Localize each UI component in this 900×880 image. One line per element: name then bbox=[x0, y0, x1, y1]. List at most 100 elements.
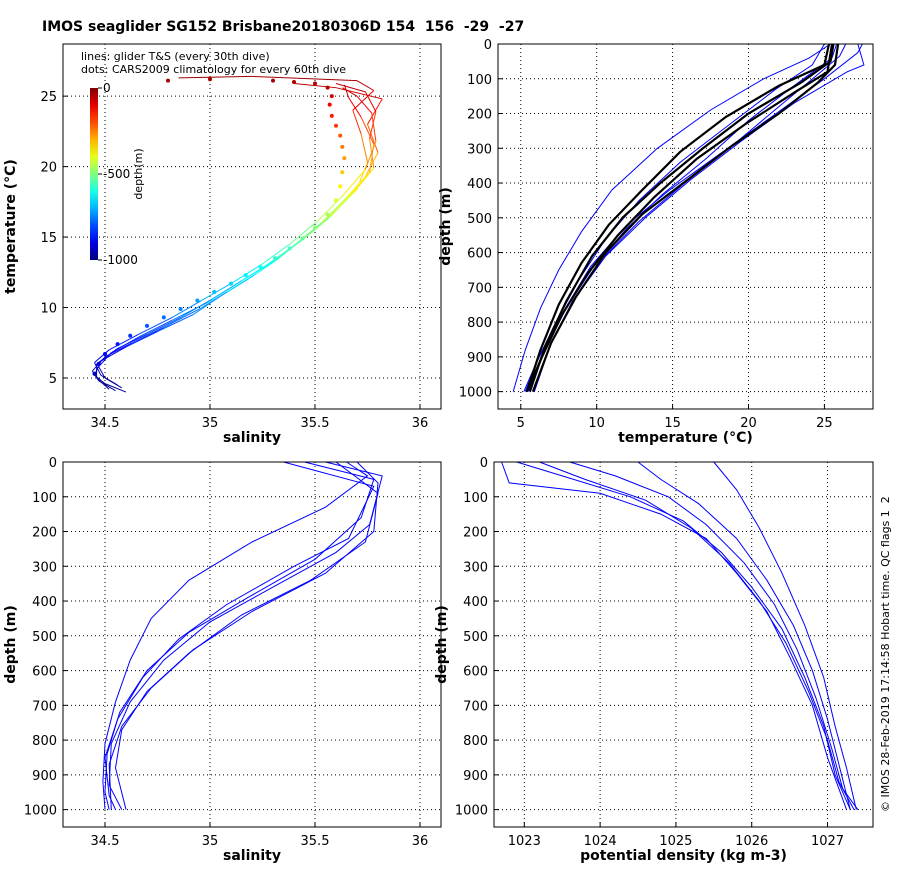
glider-ts-segment bbox=[132, 326, 165, 344]
glider-ts-segment bbox=[320, 197, 347, 224]
y-axis-label: depth (m) bbox=[438, 187, 454, 265]
colorbar-tick-label: -1000 bbox=[103, 253, 138, 267]
y-tick-label: 900 bbox=[32, 769, 57, 784]
axes-frame bbox=[493, 461, 874, 828]
y-tick-label: 200 bbox=[32, 526, 57, 541]
glider-profile bbox=[501, 461, 847, 810]
y-tick-label: 100 bbox=[32, 491, 57, 506]
glider-ts-segment bbox=[94, 362, 102, 376]
climatology-dot bbox=[271, 78, 275, 83]
y-tick-label: 300 bbox=[467, 142, 492, 157]
y-tick-label: 400 bbox=[467, 177, 492, 192]
x-tick-label: 15 bbox=[664, 416, 681, 431]
y-tick-label: 25 bbox=[40, 90, 57, 105]
glider-ts-segment bbox=[367, 98, 383, 125]
glider-ts-segment bbox=[316, 195, 343, 222]
climatology-dot bbox=[166, 78, 170, 83]
y-axis-label: temperature (°C) bbox=[3, 159, 19, 294]
x-tick-label: 1026 bbox=[735, 834, 768, 849]
glider-ts-segment bbox=[341, 169, 366, 197]
glider-ts-segment bbox=[138, 316, 173, 335]
glider-ts-segment bbox=[201, 283, 232, 301]
axes-frame bbox=[497, 43, 874, 410]
climatology-dot bbox=[334, 123, 338, 128]
panel-temperature-vs-salinity: 34.5 35 35.5 36 5 10 15 20 25 salinity temperature… bbox=[3, 43, 442, 446]
climatology-profile bbox=[528, 43, 835, 392]
glider-ts-segment bbox=[371, 112, 377, 142]
glider-ts-segment bbox=[96, 347, 118, 365]
y-tick-label: 200 bbox=[463, 526, 488, 541]
y-tick-label: 0 bbox=[480, 456, 488, 471]
glider-ts-segment bbox=[293, 222, 322, 246]
y-tick-label: 400 bbox=[32, 595, 57, 610]
glider-profile bbox=[713, 461, 857, 810]
y-tick-label: 400 bbox=[463, 595, 488, 610]
climatology-dot bbox=[273, 256, 278, 261]
climatology-dot bbox=[212, 290, 217, 295]
climatology-dot bbox=[195, 298, 200, 303]
glider-profile bbox=[108, 461, 383, 810]
x-axis-label: temperature (°C) bbox=[618, 430, 753, 446]
climatology-dot bbox=[229, 281, 233, 286]
glider-ts-segment bbox=[96, 377, 110, 390]
x-tick-label: 35.5 bbox=[301, 416, 330, 431]
panel-depth-vs-temperature: 5 10 15 20 25 0 100 200 300 400 500 600 700 800 900 100… bbox=[438, 38, 874, 446]
glider-ts-segment bbox=[360, 134, 368, 163]
glider-ts-segment bbox=[352, 167, 375, 194]
colorbar-label: depth(m) bbox=[132, 148, 145, 199]
y-tick-label: 800 bbox=[32, 734, 57, 749]
y-tick-label: 200 bbox=[467, 108, 492, 123]
colorbar bbox=[90, 88, 98, 260]
y-tick-label: 700 bbox=[467, 281, 492, 296]
glider-ts-segment bbox=[356, 95, 373, 114]
x-tick-label: 35.5 bbox=[301, 834, 330, 849]
y-tick-label: 800 bbox=[467, 316, 492, 331]
glider-ts-segment bbox=[226, 273, 257, 293]
climatology-dot bbox=[103, 352, 107, 357]
climatology-dot bbox=[128, 333, 133, 338]
glider-ts-segment bbox=[356, 80, 375, 91]
glider-ts-segment bbox=[343, 84, 350, 98]
x-tick-label: 1024 bbox=[584, 834, 617, 849]
glider-ts-segment bbox=[367, 124, 379, 153]
glider-ts-segment bbox=[108, 333, 139, 351]
legend-line: dots: CARS2009 climatology for every 60t… bbox=[81, 63, 346, 76]
y-tick-label: 500 bbox=[32, 630, 57, 645]
y-axis-label: depth (m) bbox=[3, 605, 19, 683]
glider-ts-segment bbox=[360, 117, 375, 145]
y-tick-label: 1000 bbox=[455, 804, 488, 819]
climatology-dot bbox=[161, 315, 166, 320]
climatology-dot bbox=[208, 77, 212, 82]
y-tick-label: 15 bbox=[40, 231, 57, 246]
glider-ts-segment bbox=[369, 111, 377, 139]
y-tick-label: 600 bbox=[463, 665, 488, 680]
glider-ts-segment bbox=[138, 319, 173, 338]
glider-ts-segment bbox=[272, 239, 303, 262]
x-tick-label: 35 bbox=[202, 416, 219, 431]
glider-profile bbox=[512, 43, 831, 392]
climatology-profile bbox=[531, 43, 840, 392]
axes-frame bbox=[62, 43, 442, 410]
x-tick-label: 5 bbox=[517, 416, 525, 431]
climatology-dot bbox=[145, 323, 149, 328]
glider-ts-segment bbox=[335, 87, 383, 100]
y-axis-label: depth (m) bbox=[434, 605, 450, 683]
glider-ts-segment bbox=[335, 82, 366, 93]
y-tick-label: 100 bbox=[467, 73, 492, 88]
glider-profile bbox=[637, 461, 851, 810]
x-axis-label: salinity bbox=[223, 430, 281, 446]
glider-ts-segment bbox=[104, 383, 127, 393]
x-tick-label: 25 bbox=[816, 416, 833, 431]
glider-ts-segment bbox=[346, 171, 370, 198]
x-axis-label: salinity bbox=[223, 848, 281, 864]
panel-depth-vs-potential-density: 1023 1024 1025 1026 1027 0 100 200 300 400 500 600 7… bbox=[434, 456, 874, 864]
glider-ts-segment bbox=[180, 298, 213, 318]
y-tick-label: 300 bbox=[32, 560, 57, 575]
climatology-dot bbox=[258, 264, 263, 269]
climatology-dot bbox=[342, 156, 347, 161]
x-tick-label: 1025 bbox=[659, 834, 692, 849]
glider-ts-segment bbox=[348, 97, 362, 118]
x-tick-label: 20 bbox=[740, 416, 757, 431]
y-tick-label: 800 bbox=[463, 734, 488, 749]
glider-profile bbox=[569, 461, 859, 810]
